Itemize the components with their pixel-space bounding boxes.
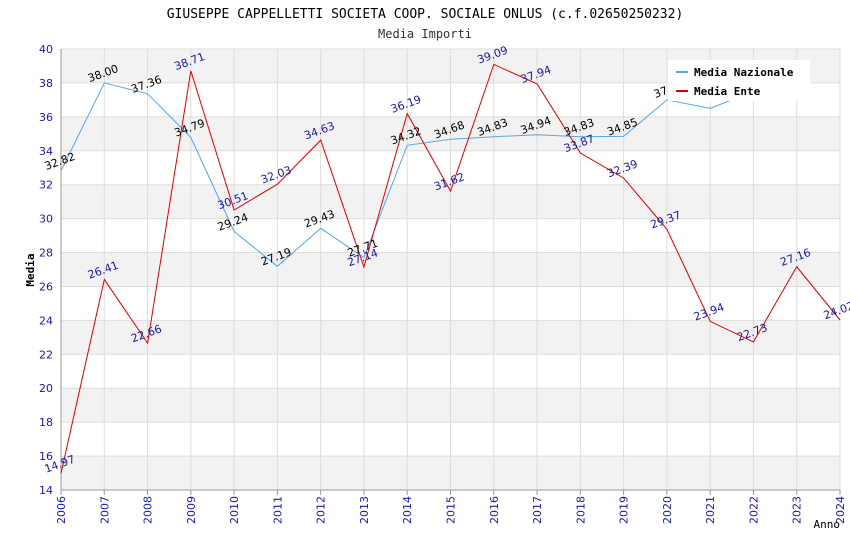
legend-entry: Media Nazionale: [694, 66, 794, 79]
y-tick-label: 26: [39, 280, 53, 293]
series-lines: [60, 63, 841, 474]
y-tick-label: 16: [39, 450, 53, 463]
legend-box: [668, 60, 810, 101]
x-tick-label: 2008: [142, 496, 155, 524]
x-tick-label: 2020: [661, 496, 674, 524]
x-tick-label: 2024: [834, 496, 847, 524]
y-tick-label: 34: [39, 145, 53, 158]
data-label: 32.03: [259, 163, 293, 186]
legend: Media Nazionale Media Ente: [668, 60, 810, 101]
x-tick-label: 2013: [358, 496, 371, 524]
series-line-media-nazionale: [60, 82, 754, 267]
x-tick-label: 2006: [55, 496, 68, 524]
x-tick-label: 2011: [271, 496, 284, 524]
x-tick-label: 2015: [445, 496, 458, 524]
y-tick-label: 18: [39, 416, 53, 429]
chart-subtitle: Media Importi: [378, 27, 472, 41]
y-tick-label: 36: [39, 111, 53, 124]
x-tick-label: 2014: [401, 496, 414, 524]
y-tick-label: 14: [39, 484, 53, 497]
chart-title: GIUSEPPE CAPPELLETTI SOCIETA COOP. SOCIA…: [167, 7, 684, 22]
legend-entry: Media Ente: [694, 85, 761, 98]
y-tick-label: 40: [39, 43, 53, 56]
y-tick-label: 28: [39, 247, 53, 260]
y-tick-label: 30: [39, 213, 53, 226]
y-axis-label: Media: [24, 253, 37, 286]
x-tick-label: 2022: [747, 496, 760, 524]
series-line-media-ente: [60, 63, 841, 474]
x-tick-label: 2023: [791, 496, 804, 524]
x-tick-label: 2016: [488, 496, 501, 524]
x-tick-label: 2007: [98, 496, 111, 524]
x-axis-label: Anno: [814, 518, 841, 531]
x-tick-label: 2021: [704, 496, 717, 524]
y-tick-label: 24: [39, 314, 53, 327]
x-tick-label: 2010: [228, 496, 241, 524]
x-tick-label: 2019: [618, 496, 631, 524]
x-tick-label: 2009: [185, 496, 198, 524]
y-tick-label: 32: [39, 179, 53, 192]
y-tick-label: 22: [39, 348, 53, 361]
x-tick-label: 2017: [531, 496, 544, 524]
x-tick-label: 2018: [574, 496, 587, 524]
x-tick-label: 2012: [315, 496, 328, 524]
data-label: 36.19: [389, 93, 423, 116]
y-tick-label: 38: [39, 77, 53, 90]
y-tick-label: 20: [39, 382, 53, 395]
